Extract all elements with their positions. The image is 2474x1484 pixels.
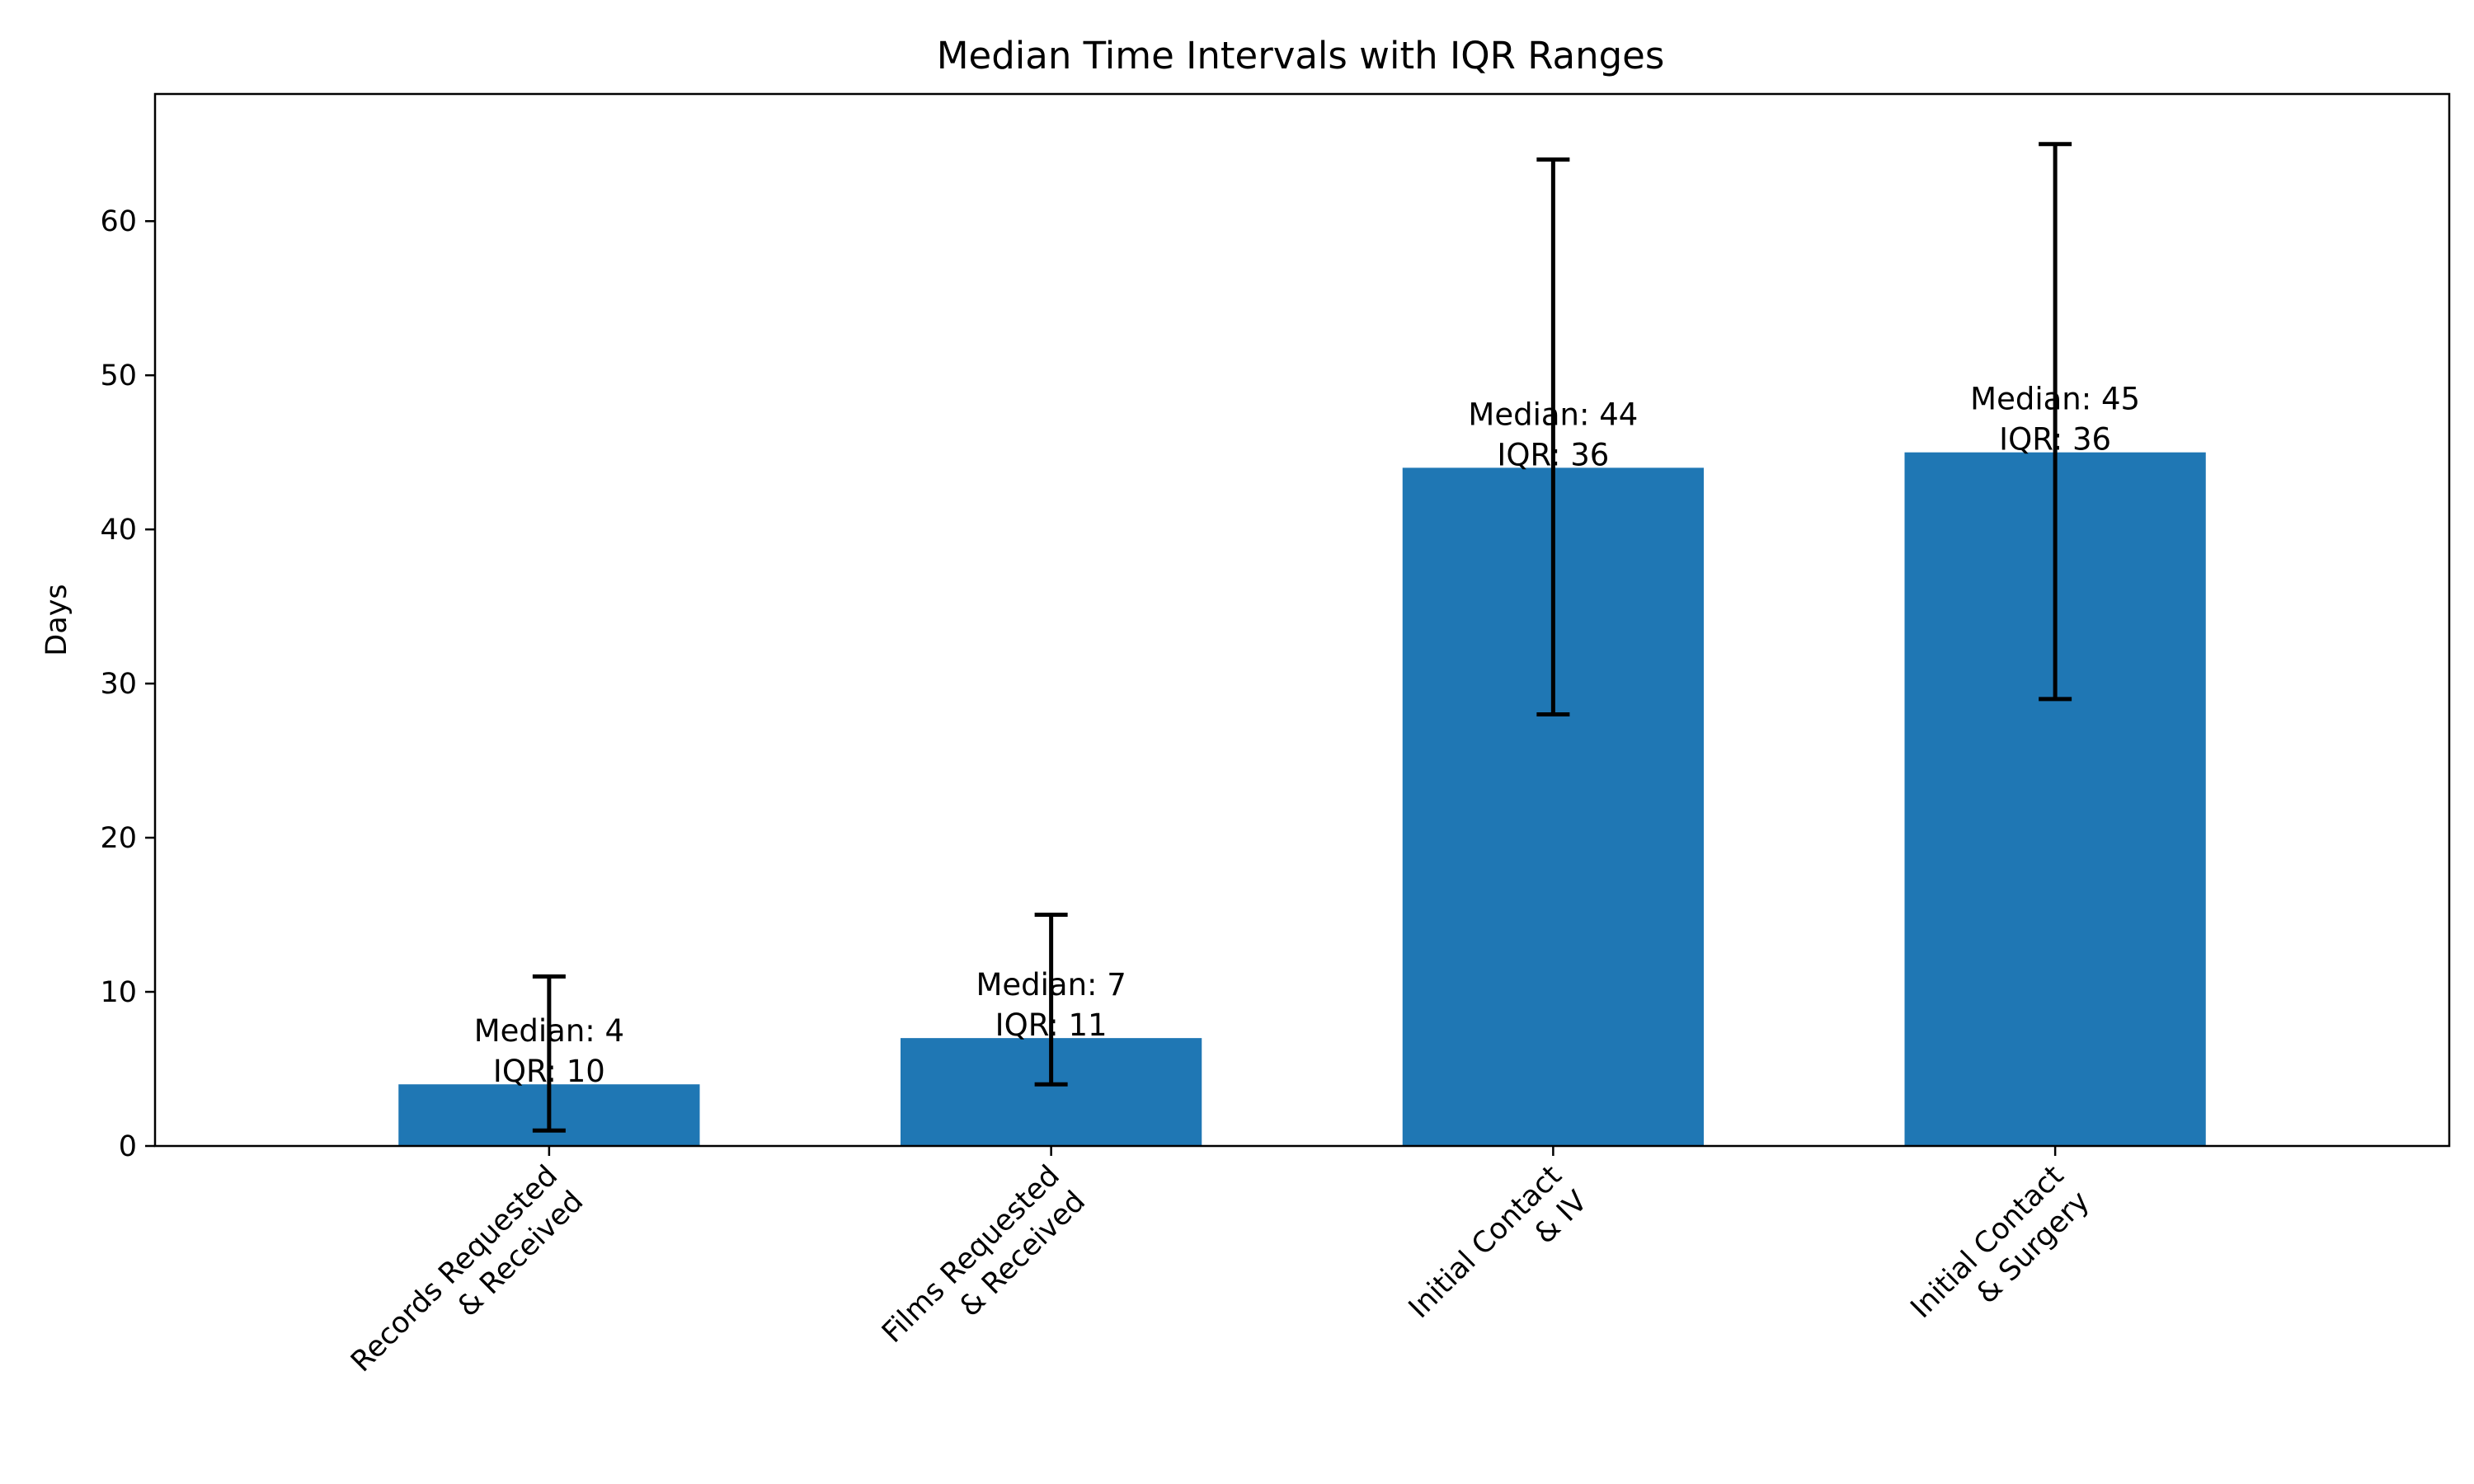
y-tick-label: 30 [100,668,137,701]
y-axis-label: Days [40,584,73,655]
y-tick-label: 50 [100,359,137,392]
y-tick-label: 60 [100,205,137,238]
y-tick-label: 20 [100,822,137,855]
chart-title: Median Time Intervals with IQR Ranges [937,34,1665,77]
y-tick-label: 10 [100,976,137,1009]
y-tick-label: 0 [119,1130,137,1163]
x-tick-label-0: Records Requested& Received [345,1159,590,1404]
x-tick-label-2: Initial Contact& IV [1403,1159,1594,1350]
axes-frame [153,92,2451,1148]
x-tick-label-3: Initial Contact& Surgery [1905,1159,2096,1350]
x-tick-label-1: Films Requested& Received [876,1159,1092,1375]
x-tick-label-line: Records Requested [345,1159,564,1378]
y-tick-label: 40 [100,514,137,547]
